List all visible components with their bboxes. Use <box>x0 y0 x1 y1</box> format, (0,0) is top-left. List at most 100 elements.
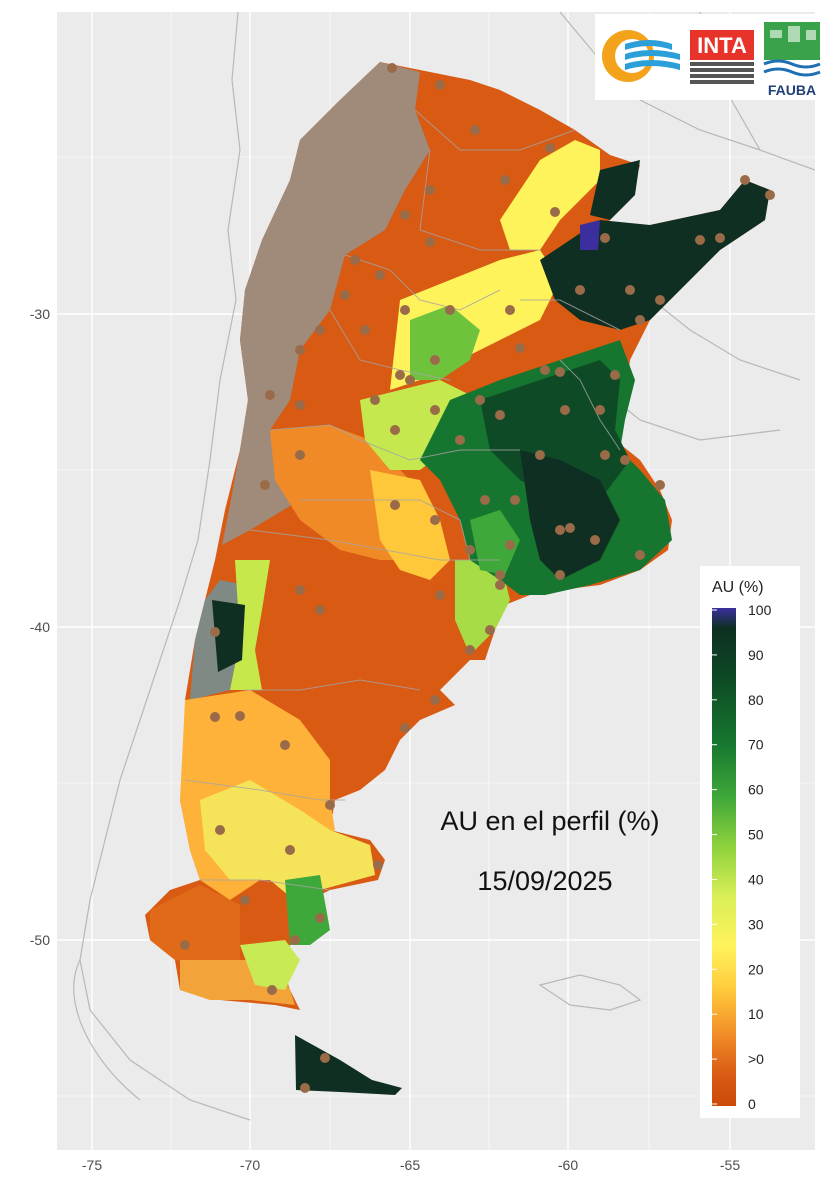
station-marker <box>435 80 445 90</box>
station-marker <box>425 185 435 195</box>
station-marker <box>360 325 370 335</box>
station-marker <box>620 455 630 465</box>
inta-logo: INTA <box>690 30 754 84</box>
station-marker <box>235 711 245 721</box>
station-marker <box>300 1083 310 1093</box>
zone-humid-85 <box>480 360 630 500</box>
station-marker <box>430 695 440 705</box>
station-marker <box>695 235 705 245</box>
station-marker <box>610 370 620 380</box>
station-marker <box>315 605 325 615</box>
station-marker <box>540 365 550 375</box>
station-marker <box>715 233 725 243</box>
station-marker <box>370 395 380 405</box>
station-marker <box>295 585 305 595</box>
station-marker <box>465 645 475 655</box>
map-title: AU en el perfil (%) <box>440 806 659 836</box>
station-marker <box>315 325 325 335</box>
station-marker <box>550 207 560 217</box>
fauba-logo: FAUBA <box>763 22 821 98</box>
station-marker <box>555 570 565 580</box>
zone-south-lime <box>240 940 300 990</box>
station-marker <box>395 370 405 380</box>
logo-circle-icon <box>602 30 680 82</box>
station-marker <box>500 175 510 185</box>
x-tick-label: -65 <box>400 1157 420 1173</box>
station-marker <box>495 580 505 590</box>
legend-label: 60 <box>748 782 764 798</box>
station-marker <box>340 290 350 300</box>
station-marker <box>765 190 775 200</box>
legend-label: 30 <box>748 916 764 932</box>
legend-label: 90 <box>748 647 764 663</box>
zone-east-yellow <box>500 140 600 250</box>
station-marker <box>400 723 410 733</box>
x-tick-label: -55 <box>720 1157 740 1173</box>
station-marker <box>545 143 555 153</box>
station-marker <box>600 450 610 460</box>
station-marker <box>565 523 575 533</box>
station-marker <box>655 295 665 305</box>
station-marker <box>180 940 190 950</box>
map-date: 15/09/2025 <box>477 866 612 896</box>
station-marker <box>505 540 515 550</box>
tierra-del-fuego <box>295 1035 402 1095</box>
y-tick-label: -30 <box>30 306 50 322</box>
station-marker <box>455 435 465 445</box>
legend-label: 40 <box>748 871 764 887</box>
station-marker <box>425 237 435 247</box>
station-marker <box>445 305 455 315</box>
station-marker <box>375 270 385 280</box>
station-marker <box>315 913 325 923</box>
station-marker <box>400 305 410 315</box>
province-borders <box>184 109 621 891</box>
legend: AU (%) 100 90 80 70 60 50 40 30 20 10 >0 0 <box>700 566 800 1118</box>
legend-label: 70 <box>748 737 764 753</box>
zone-humid-top <box>590 160 640 220</box>
station-marker <box>505 305 515 315</box>
station-marker <box>470 125 480 135</box>
station-marker <box>635 315 645 325</box>
zone-saturated <box>580 220 600 250</box>
station-marker <box>475 395 485 405</box>
station-marker <box>290 935 300 945</box>
station-marker <box>485 625 495 635</box>
zone-south-yellow <box>200 780 375 905</box>
station-marker <box>260 480 270 490</box>
station-marker <box>390 500 400 510</box>
station-marker <box>350 255 360 265</box>
svg-text:INTA: INTA <box>697 33 747 58</box>
station-marker <box>495 410 505 420</box>
station-marker <box>740 175 750 185</box>
legend-colorbar <box>712 608 736 1106</box>
zone-andes-wet <box>212 600 245 672</box>
station-marker <box>560 405 570 415</box>
station-marker <box>465 545 475 555</box>
zone-humid-90 <box>540 180 770 330</box>
station-marker <box>215 825 225 835</box>
station-marker <box>480 495 490 505</box>
station-marker <box>387 63 397 73</box>
station-marker <box>295 450 305 460</box>
station-marker <box>295 345 305 355</box>
zone-south-west-orange <box>150 885 240 965</box>
y-tick-label: -40 <box>30 619 50 635</box>
x-axis: -75 -70 -65 -60 -55 <box>82 1157 740 1173</box>
station-marker <box>625 285 635 295</box>
zone-humid-60 <box>470 510 520 575</box>
station-marker <box>285 845 295 855</box>
station-marker <box>430 405 440 415</box>
station-marker <box>430 355 440 365</box>
station-marker <box>635 550 645 560</box>
zone-dry-25 <box>370 470 450 580</box>
legend-label: 100 <box>748 602 772 618</box>
legend-label: 0 <box>748 1096 756 1112</box>
legend-label: 80 <box>748 692 764 708</box>
station-marker <box>595 405 605 415</box>
legend-label: 20 <box>748 961 764 977</box>
station-marker <box>555 367 565 377</box>
station-marker <box>295 400 305 410</box>
station-marker <box>495 570 505 580</box>
y-axis: -30 -40 -50 <box>30 306 50 948</box>
station-marker <box>435 590 445 600</box>
